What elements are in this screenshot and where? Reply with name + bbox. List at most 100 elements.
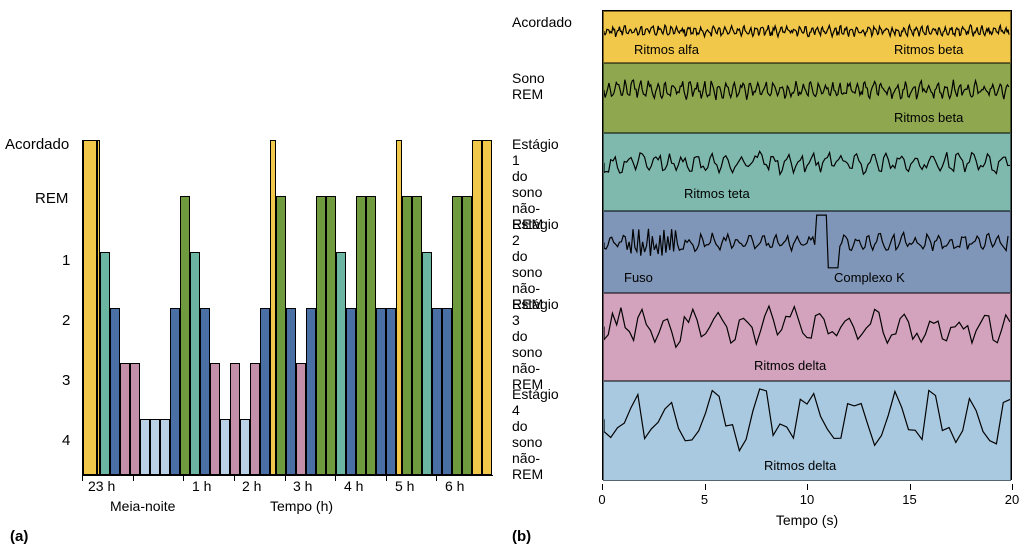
sleep-stage-bar [306,308,316,476]
eeg-annotation: Fuso [624,270,653,285]
x-tick [386,475,387,481]
x-tick [807,484,808,490]
sleep-stage-bar [150,419,160,475]
sleep-stage-bar [170,308,180,476]
x-tick [910,484,911,490]
x-tick [602,484,603,490]
x-tick-label: 10 [800,492,814,507]
panel-a-tag: (a) [10,528,28,545]
eeg-annotation: Ritmos beta [894,110,963,125]
stage-label-line: Estágio 3 [512,296,559,328]
x-tick [234,475,235,481]
sleep-stage-bar [402,196,412,475]
sleep-stage-bar [190,252,200,475]
figure-root: AcordadoREM1234 23 h1 h2 h3 h4 h5 h6 h M… [0,0,1024,555]
eeg-annotation: Complexo K [834,270,905,285]
sleep-stage-bar [356,196,366,475]
panel-b-eeg-tracks: Ritmos alfaRitmos betaRitmos betaRitmos … [602,10,1012,480]
sleep-stage-bar [386,308,396,476]
sleep-stage-bar [250,363,260,475]
eeg-track: Ritmos teta [603,133,1011,211]
stage-label: Estágio 3do sononão-REM [512,296,559,392]
sleep-stage-bar [160,419,170,475]
sleep-stage-bar [422,252,432,475]
eeg-annotation: Ritmos beta [894,42,963,57]
stage-label-line: não-REM [512,450,559,482]
stage-label-line: REM [512,86,545,102]
y-axis-label: 1 [62,252,70,269]
sleep-stage-bar [472,140,482,475]
sleep-stage-bar [442,308,452,476]
x-axis-label: 1 h [192,478,211,494]
y-axis-label: REM [35,190,68,207]
y-axis-label: 2 [62,312,70,329]
sleep-stage-bar [316,196,326,475]
x-axis-label: 5 h [395,478,414,494]
x-axis-title: Tempo (s) [776,512,838,528]
x-tick-label: 0 [598,492,605,507]
panel-a-bar-chart [82,140,493,476]
stage-label-line: do sono [512,418,559,450]
x-tick-label: 15 [902,492,916,507]
sleep-stage-bar [230,363,240,475]
stage-label-line: do sono [512,248,559,280]
eeg-annotation: Ritmos teta [684,186,750,201]
y-axis-label: 3 [62,372,70,389]
stage-label-line: Estágio 4 [512,386,559,418]
sleep-stage-bar [240,419,250,475]
sleep-stage-bar [130,363,140,475]
x-tick [436,475,437,481]
sleep-stage-bar [412,196,422,475]
x-axis-label: 3 h [293,478,312,494]
x-tick-label: 5 [701,492,708,507]
sleep-stage-bar [140,419,150,475]
sleep-stage-bar [220,419,230,475]
sleep-stage-bar [286,308,296,476]
sleep-stage-bar [260,308,270,476]
sleep-stage-bar [376,308,386,476]
x-tick-label: 20 [1005,492,1019,507]
panel-b-x-axis: 05101520Tempo (s) [602,484,1012,534]
eeg-annotation: Ritmos delta [754,358,826,373]
y-axis-label: 4 [62,432,70,449]
eeg-annotation: Ritmos delta [764,458,836,473]
sleep-stage-bar [346,308,356,476]
x-tick [705,484,706,490]
stage-label: Acordado [512,14,572,30]
sleep-stage-bar [110,308,120,476]
x-tick [1012,484,1013,490]
eeg-track: Fuso Complexo K [603,211,1011,293]
x-tick [82,475,83,481]
sleep-stage-bar [120,363,130,475]
x-axis-label: 4 h [344,478,363,494]
sleep-stage-bar [296,363,306,475]
sleep-stage-bar [482,140,492,475]
eeg-track: Ritmos delta [603,293,1011,381]
stage-label-line: Sono [512,70,545,86]
stage-label: Estágio 4do sononão-REM [512,386,559,482]
sleep-stage-bar [366,196,376,475]
sleep-stage-bar [336,252,346,475]
sleep-stage-bar [100,252,110,475]
panel-b: AcordadoSonoREMEstágio 1do sononão-REMEs… [512,0,1024,555]
stage-label-line: Acordado [512,14,572,30]
sleep-stage-bar [180,196,190,475]
eeg-track: Ritmos alfaRitmos beta [603,11,1011,63]
eeg-track: Ritmos delta [603,381,1011,481]
y-axis-label: Acordado [5,136,69,153]
stage-label-line: do sono [512,168,559,200]
sleep-stage-bar [210,363,220,475]
x-axis-label: 2 h [242,478,261,494]
panel-b-tag: (b) [512,528,531,545]
x-tick [133,475,134,481]
panel-a: AcordadoREM1234 23 h1 h2 h3 h4 h5 h6 h M… [0,0,512,555]
x-tick [335,475,336,481]
panel-a-x-axis-title: Tempo (h) [270,498,333,514]
sleep-stage-bar [83,140,97,475]
sleep-stage-bar [462,196,472,475]
sleep-stage-bar [326,196,336,475]
x-tick [285,475,286,481]
x-axis-label: 6 h [445,478,464,494]
sleep-stage-bar [452,196,462,475]
x-axis-label: 23 h [88,478,115,494]
